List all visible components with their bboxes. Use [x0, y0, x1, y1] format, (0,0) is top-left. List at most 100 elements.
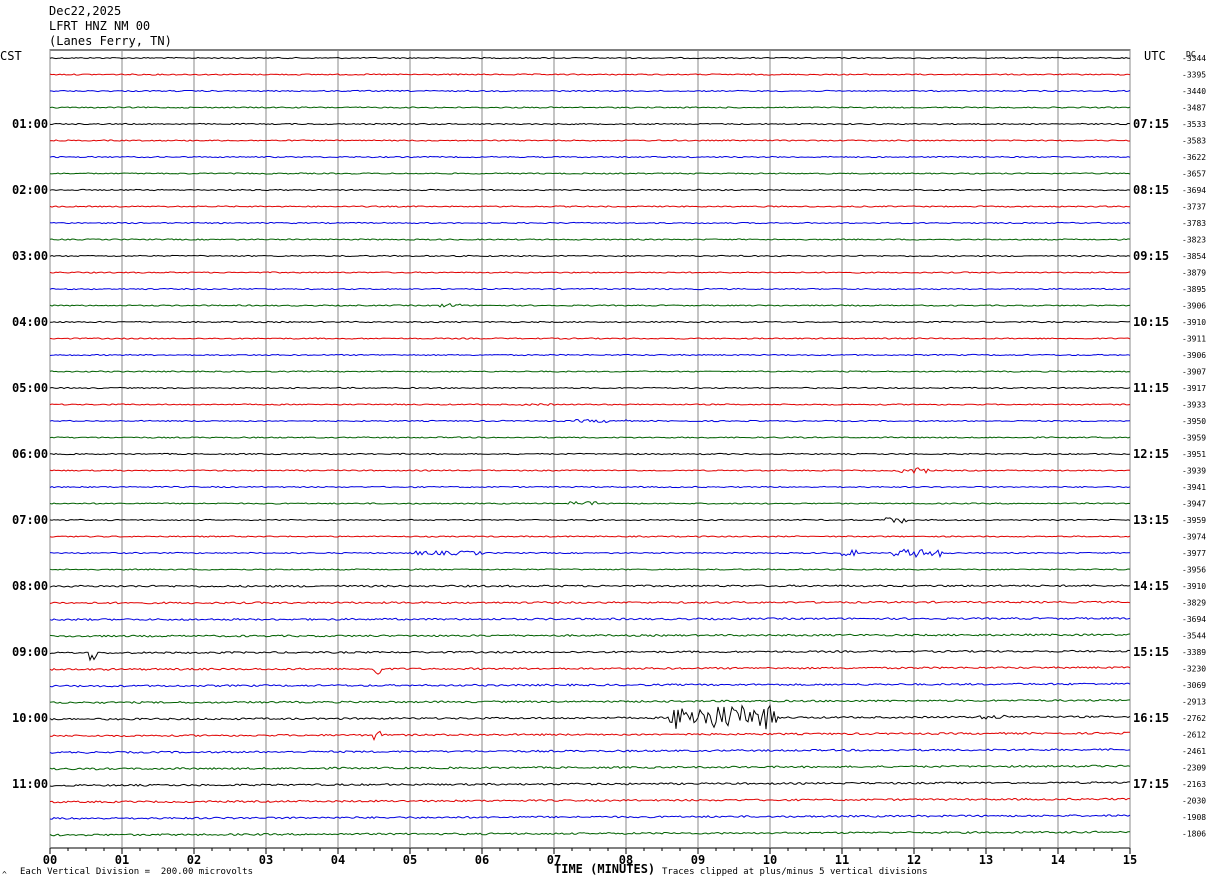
right-hour-label: 08:15	[1133, 183, 1169, 197]
trace-row-43	[49, 764, 1131, 771]
trace-row-39	[49, 698, 1131, 704]
trace-row-40	[49, 704, 1131, 730]
dc-offset-label: -3906	[1182, 351, 1206, 360]
right-hour-label: 07:15	[1133, 117, 1169, 131]
trace-row-35	[49, 633, 1131, 638]
dc-offset-label: -2913	[1182, 698, 1206, 707]
dc-offset-label: -2612	[1182, 731, 1206, 740]
station-label: LFRT HNZ NM 00	[49, 19, 151, 33]
x-tick-label: 02	[187, 853, 201, 867]
labels: 00 01 02 03 04 05 06 07 08 09 10 11 12 13 14 15 -3344 -33…	[12, 54, 1206, 867]
trace-row-3	[49, 106, 1131, 109]
x-tick-label: 12	[907, 853, 921, 867]
location-label: (Lanes Ferry, TN)	[49, 34, 172, 48]
dc-offset-label: -3917	[1182, 384, 1206, 393]
clip-note: Traces clipped at plus/minus 5 vertical …	[662, 867, 928, 877]
dc-offset-label: -1908	[1182, 813, 1206, 822]
trace-row-2	[49, 89, 1131, 93]
dc-offset-label: -3694	[1182, 615, 1206, 624]
right-hour-label: 11:15	[1133, 381, 1169, 395]
dc-offset-label: -3657	[1182, 170, 1206, 179]
trace-row-14	[49, 287, 1130, 291]
dc-offset-label: -1806	[1182, 830, 1206, 839]
trace-row-27	[49, 500, 1131, 506]
dc-offset-label: -3230	[1182, 665, 1206, 674]
dc-offset-label: -3959	[1182, 516, 1206, 525]
header: Dec22,2025 LFRT HNZ NM 00 (Lanes Ferry, …	[49, 4, 172, 49]
left-hour-label: 11:00	[12, 777, 48, 791]
trace-row-34	[49, 616, 1131, 622]
trace-row-0	[49, 56, 1131, 60]
trace-row-41	[49, 730, 1130, 741]
left-hour-label: 09:00	[12, 645, 48, 659]
trace-row-9	[49, 205, 1130, 208]
trace-row-15	[49, 302, 1131, 308]
dc-offset-label: -3395	[1182, 71, 1206, 80]
trace-row-13	[49, 271, 1131, 274]
trace-row-30	[49, 548, 1131, 559]
dc-label: DC	[1186, 50, 1196, 59]
trace-row-44	[49, 781, 1130, 787]
x-tick-label: 04	[331, 853, 345, 867]
left-hour-label: 01:00	[12, 117, 48, 131]
dc-offset-label: -3622	[1182, 153, 1206, 162]
x-tick-label: 01	[115, 853, 129, 867]
trace-row-7	[49, 172, 1131, 175]
dc-offset-label: -3389	[1182, 648, 1206, 657]
corner-mark: ^	[2, 870, 7, 879]
right-hour-label: 17:15	[1133, 777, 1169, 791]
dc-offset-label: -2461	[1182, 747, 1206, 756]
left-hour-label: 03:00	[12, 249, 48, 263]
dc-offset-label: -3941	[1182, 483, 1206, 492]
x-tick-label: 03	[259, 853, 273, 867]
right-hour-label: 12:15	[1133, 447, 1169, 461]
trace-row-42	[49, 748, 1131, 754]
x-tick-label: 09	[691, 853, 705, 867]
dc-offset-label: -3069	[1182, 681, 1206, 690]
left-hour-label: 08:00	[12, 579, 48, 593]
left-hour-label: 05:00	[12, 381, 48, 395]
trace-row-37	[49, 666, 1131, 675]
trace-row-12	[49, 254, 1131, 258]
left-hour-label: 04:00	[12, 315, 48, 329]
trace-row-32	[49, 584, 1131, 588]
x-axis-label: TIME (MINUTES)	[554, 862, 656, 876]
dc-offset-label: -3854	[1182, 252, 1206, 261]
right-hour-label: 15:15	[1133, 645, 1169, 659]
trace-row-20	[49, 386, 1131, 390]
trace-row-46	[49, 814, 1131, 820]
trace-row-4	[49, 122, 1131, 126]
dc-offset-label: -3956	[1182, 566, 1206, 575]
dc-offset-label: -3823	[1182, 236, 1206, 245]
dc-offset-label: -2163	[1182, 780, 1206, 789]
vertical-division-note: Each Vertical Division = 200.00 microvol…	[20, 867, 253, 877]
trace-row-45	[49, 797, 1130, 804]
trace-row-25	[49, 467, 1131, 475]
trace-row-17	[49, 337, 1131, 340]
dc-offset-label: -3694	[1182, 186, 1206, 195]
dc-offset-label: -2309	[1182, 764, 1206, 773]
x-tick-label: 10	[763, 853, 777, 867]
dc-offset-label: -3907	[1182, 368, 1206, 377]
right-hour-label: 09:15	[1133, 249, 1169, 263]
dc-offset-label: -3583	[1182, 137, 1206, 146]
trace-row-24	[49, 452, 1131, 456]
dc-offset-label: -3950	[1182, 417, 1206, 426]
trace-row-6	[49, 155, 1131, 159]
dc-offset-label: -2030	[1182, 797, 1206, 806]
dc-offset-label: -3344	[1182, 54, 1206, 63]
trace-row-31	[49, 568, 1131, 571]
traces	[49, 56, 1131, 837]
dc-offset-label: -3947	[1182, 500, 1206, 509]
trace-row-5	[49, 139, 1130, 142]
dc-offset-label: -3911	[1182, 335, 1206, 344]
x-tick-label: 13	[979, 853, 993, 867]
dc-offset-label: -3544	[1182, 632, 1206, 641]
dc-offset-label: -3829	[1182, 599, 1206, 608]
right-hour-label: 16:15	[1133, 711, 1169, 725]
trace-row-16	[49, 320, 1131, 324]
x-tick-label: 00	[43, 853, 57, 867]
dc-offset-label: -3783	[1182, 219, 1206, 228]
trace-row-11	[49, 238, 1131, 241]
right-hour-label: 13:15	[1133, 513, 1169, 527]
